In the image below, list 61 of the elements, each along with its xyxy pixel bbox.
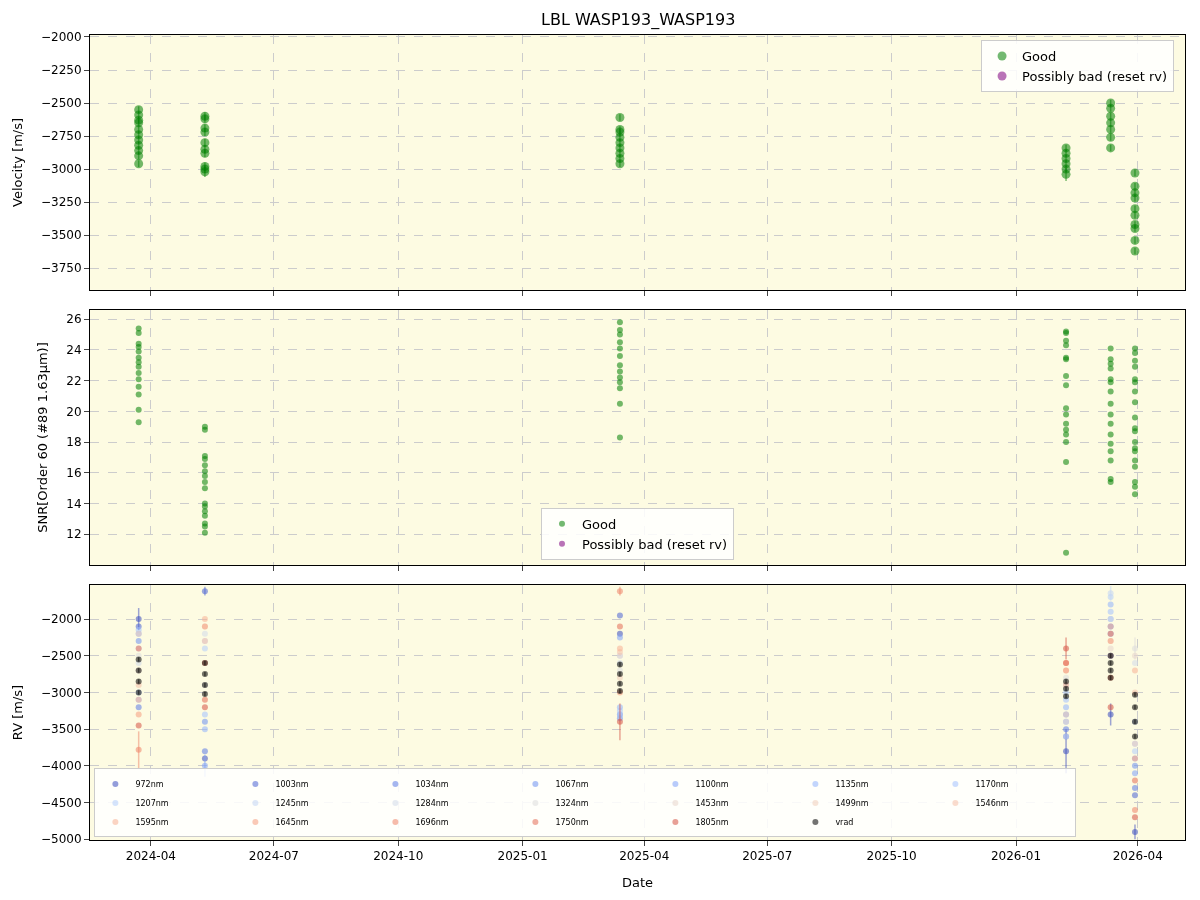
y-tick-label: −5000 xyxy=(41,832,82,847)
legend-label: 1546nm xyxy=(975,799,1009,809)
legend-label: 1100nm xyxy=(695,780,729,790)
legend-label: 1067nm xyxy=(555,780,589,790)
legend-label: 1696nm xyxy=(415,818,449,828)
x-tick-label: 2025-10 xyxy=(866,849,917,864)
y-tick-label: 14 xyxy=(66,496,82,511)
y-axis-title: RV [m/s] xyxy=(9,684,25,741)
y-tick-label: −3000 xyxy=(41,685,82,700)
x-tick-label: 2025-04 xyxy=(619,849,670,864)
y-tick-label: −2000 xyxy=(41,612,82,627)
legend-label: 1284nm xyxy=(415,799,449,809)
legend-label: 1324nm xyxy=(555,799,589,809)
y-tick-label: 16 xyxy=(66,466,82,481)
legend-label: 1034nm xyxy=(415,780,449,790)
y-axis-title: SNR[Order 60 (#89 1.63μm)] xyxy=(35,342,51,533)
y-tick-label: −2500 xyxy=(41,648,82,663)
y-tick-label: −3500 xyxy=(41,228,82,243)
legend-label: 1805nm xyxy=(695,818,729,828)
y-tick-label: −3250 xyxy=(41,195,82,210)
legend-label: 1003nm xyxy=(275,780,309,790)
legend-label: Possibly bad (reset rv) xyxy=(582,536,728,552)
y-tick-label: −4000 xyxy=(41,759,82,774)
legend-label: 1245nm xyxy=(275,799,309,809)
chart-title: LBL WASP193_WASP193 xyxy=(541,10,736,30)
y-axis-title: Velocity [m/s] xyxy=(9,117,25,208)
y-tick-label: 12 xyxy=(66,527,82,542)
y-tick-label: 22 xyxy=(66,373,82,388)
legend-label: 1750nm xyxy=(555,818,589,828)
x-tick-label: 2024-10 xyxy=(373,849,424,864)
legend-label: Possibly bad (reset rv) xyxy=(1022,69,1168,85)
y-tick-label: −3750 xyxy=(41,261,82,276)
x-tick-label: 2025-07 xyxy=(742,849,793,864)
y-tick-label: 24 xyxy=(66,343,82,358)
legend-label: 1207nm xyxy=(135,799,169,809)
x-tick-label: 2024-04 xyxy=(125,849,176,864)
legend-label: Good xyxy=(1022,49,1057,65)
y-tick-label: 20 xyxy=(66,404,82,419)
y-tick-label: 26 xyxy=(66,312,82,327)
legend-label: Good xyxy=(582,516,617,532)
y-tick-label: −4500 xyxy=(41,795,82,810)
legend-label: 1453nm xyxy=(695,799,729,809)
legend-label: 1135nm xyxy=(835,780,869,790)
x-axis-title: Date xyxy=(621,875,654,890)
legend-label: 1499nm xyxy=(835,799,869,809)
legend-label: 972nm xyxy=(135,780,164,790)
legend-label: 1645nm xyxy=(275,818,309,828)
legend-label: vrad xyxy=(835,818,854,828)
y-tick-label: −2000 xyxy=(41,30,82,45)
x-tick-label: 2026-01 xyxy=(990,849,1042,864)
legend-label: 1595nm xyxy=(135,818,169,828)
y-tick-label: −2500 xyxy=(41,96,82,111)
x-tick-label: 2024-07 xyxy=(248,849,299,864)
y-tick-label: 18 xyxy=(66,435,82,450)
y-tick-label: −3500 xyxy=(41,722,82,737)
y-tick-label: −3000 xyxy=(41,162,82,177)
y-tick-label: −2250 xyxy=(41,63,82,78)
x-tick-label: 2025-01 xyxy=(497,849,548,864)
y-tick-label: −2750 xyxy=(41,129,82,144)
x-tick-label: 2026-04 xyxy=(1112,849,1163,864)
legend-label: 1170nm xyxy=(975,780,1009,790)
